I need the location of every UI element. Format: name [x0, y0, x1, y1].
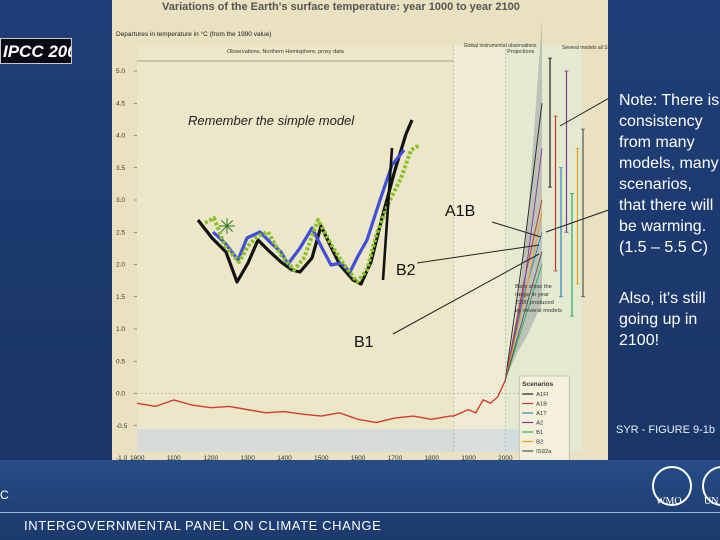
a1b-arrow	[491, 221, 542, 238]
y-tick-label: 3.5	[116, 165, 125, 172]
panel-proxy-bg	[137, 45, 454, 452]
note-still-rising: Also, it's still going up in 2100!	[619, 290, 706, 349]
note-arrow	[545, 209, 608, 233]
y-tick-label: -0.5	[116, 423, 128, 430]
x-tick-label: 1100	[167, 455, 181, 462]
simple-model-black-stroke	[381, 147, 394, 281]
y-tick-label: 4.5	[116, 100, 125, 107]
panel-label-global: Global instrumental observations	[464, 43, 537, 49]
range-note-line: by several models	[515, 308, 562, 314]
series-line-b1	[504, 264, 543, 381]
chart-subtitle: Departures in temperature in °C (from th…	[116, 30, 271, 38]
legend-entry: A2	[536, 421, 543, 427]
legend-entry: A1T	[536, 411, 547, 417]
y-tick-label: 2.0	[116, 262, 125, 269]
x-tick-label: 1200	[204, 455, 219, 462]
b1-arrow	[392, 253, 540, 335]
y-tick-label: 1.5	[116, 294, 125, 301]
footer-divider	[0, 512, 720, 513]
x-tick-label: 1800	[425, 455, 440, 462]
b1-label: B1	[354, 334, 374, 351]
series-line-observations	[136, 380, 506, 424]
footer-banner: C WMO UN INTERGOVERNMENTAL PANEL ON CLIM…	[0, 460, 720, 540]
y-tick-label: 3.0	[116, 197, 125, 204]
x-tick-label: 1000	[130, 455, 145, 462]
wmo-logo-label: WMO	[656, 496, 682, 507]
series-line-b2	[504, 212, 543, 381]
y-tick-label: 0.0	[116, 391, 125, 398]
range-note-line: range in year	[515, 292, 549, 298]
lower-band-bg	[137, 428, 542, 452]
y-tick-label: 4.0	[116, 133, 125, 140]
legend-entry: A1FI	[536, 392, 549, 398]
y-tick-label: 2.5	[116, 229, 125, 236]
legend-entry: B1	[536, 430, 543, 436]
wmo-logo-icon	[652, 466, 692, 506]
note-consistency: Note: There is consistency from many mod…	[619, 92, 720, 256]
y-tick-label: 5.0	[116, 68, 125, 75]
x-tick-label: 1500	[314, 455, 329, 462]
x-tick-label: 2000	[498, 455, 513, 462]
range-note-line: Bars show the	[515, 284, 552, 290]
x-tick-label: 1900	[461, 455, 476, 462]
panel-instrumental-bg	[453, 45, 506, 452]
asterisk-mark	[220, 219, 234, 233]
syr-figure-label: SYR - FIGURE 9-1b	[616, 424, 716, 436]
x-tick-label: 1300	[240, 455, 255, 462]
x-tick-label: 1700	[388, 455, 403, 462]
legend-entry: A1B	[536, 402, 547, 408]
panel-label-observations: Observations, Northern Hemisphere, proxy…	[227, 49, 345, 55]
x-tick-label: 1400	[277, 455, 292, 462]
series-line-a2	[504, 148, 543, 381]
projection-envelope	[505, 19, 542, 381]
org-name: INTERGOVERNMENTAL PANEL ON CLIMATE CHANG…	[24, 518, 382, 533]
ipcc-figure: Variations of the Earth's surface temper…	[112, 0, 608, 462]
footer-fragment: C	[0, 488, 9, 502]
temperature-chart: Variations of the Earth's surface temper…	[116, 1, 608, 462]
panel-label-projections: Projections	[507, 49, 534, 55]
legend-entry: B2	[536, 440, 543, 446]
simple-model-blue-curve	[211, 149, 406, 274]
panel-label-several-models: Several models all SRES envelope	[562, 45, 608, 51]
b2-label: B2	[396, 262, 416, 279]
y-tick-label: 1.0	[116, 326, 125, 333]
chart-title: Variations of the Earth's surface temper…	[162, 1, 520, 13]
series-line-is92a	[504, 251, 543, 381]
y-tick-label: 0.5	[116, 358, 125, 365]
note-arrow-2	[559, 98, 608, 127]
remember-label: Remember the simple model	[188, 113, 355, 128]
un-logo-label: UN	[704, 496, 719, 507]
series-line-a1fi	[504, 103, 543, 381]
b2-arrow	[416, 244, 540, 264]
x-tick-label: 1600	[351, 455, 366, 462]
a1b-label: A1B	[445, 203, 476, 220]
range-note-line: 2100 produced	[515, 300, 554, 306]
legend-title: Scenarios	[522, 381, 553, 388]
y-tick-label: -1.0	[116, 455, 128, 462]
legend-box	[518, 375, 570, 462]
legend-entry: IS92a	[536, 449, 552, 455]
